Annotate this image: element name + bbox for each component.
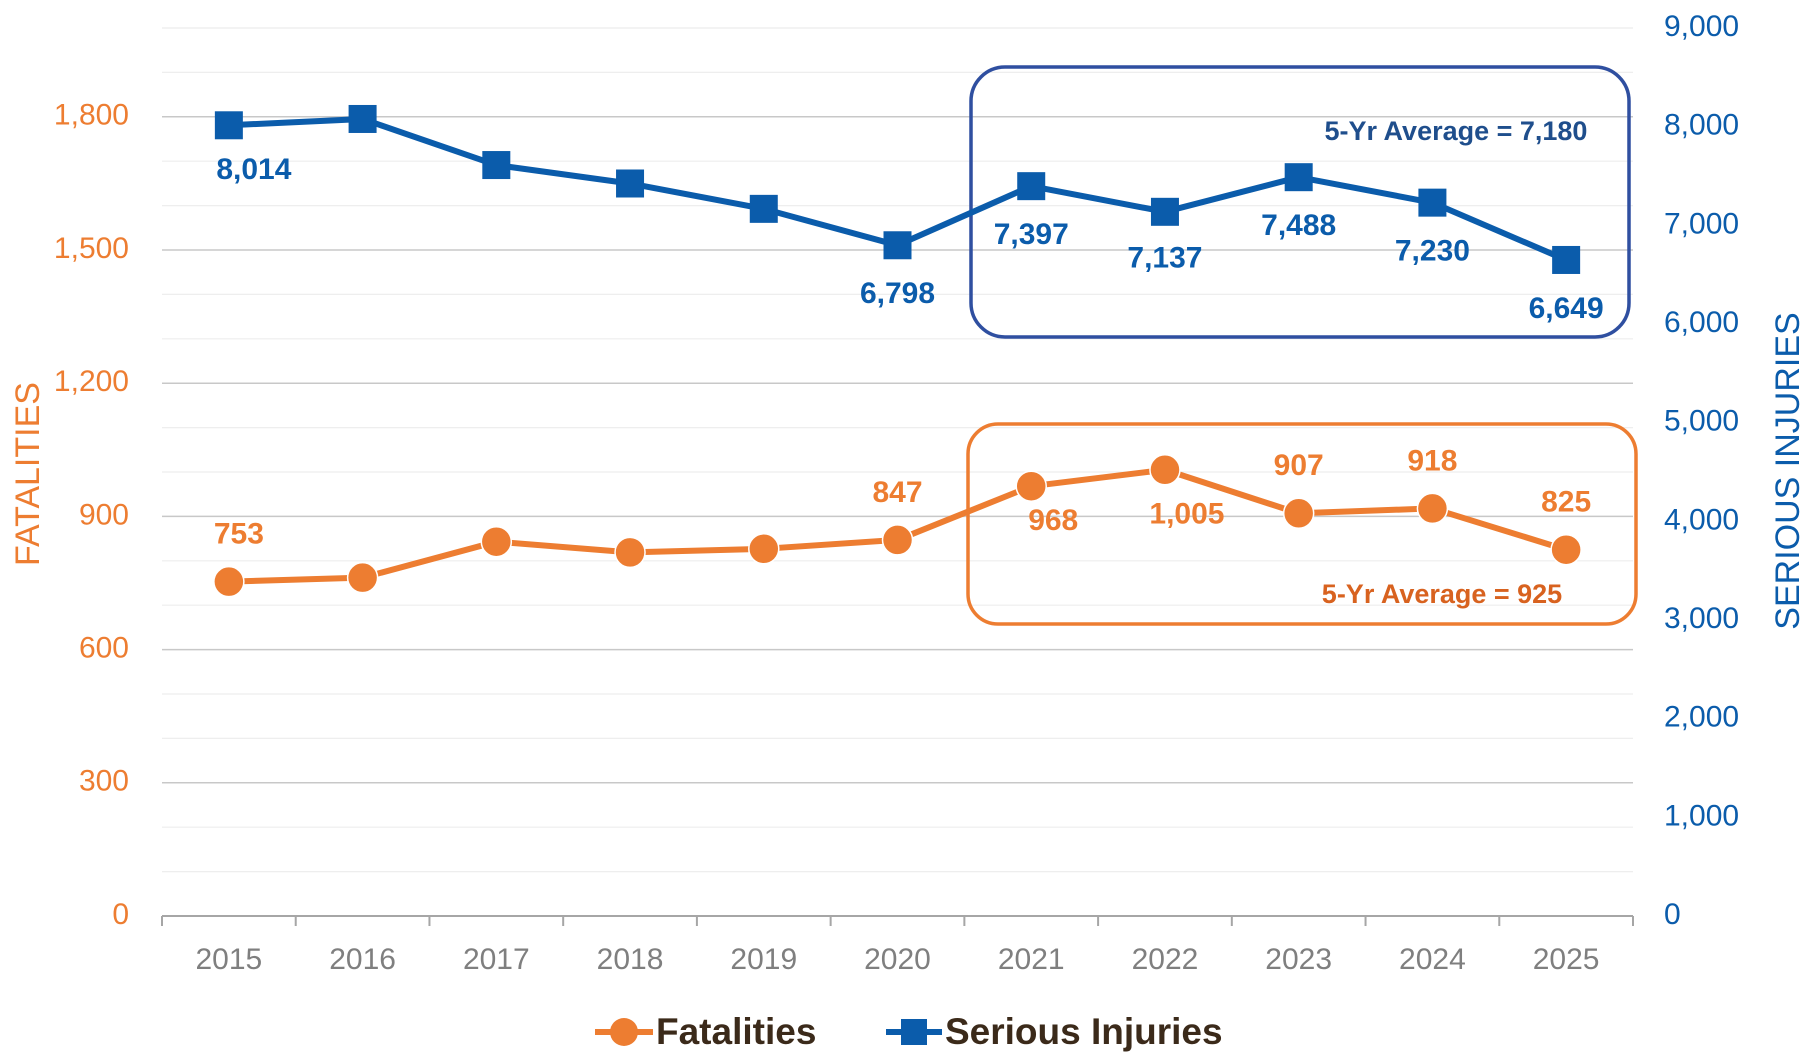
average-box (966, 422, 1638, 626)
y2-tick-label: 6,000 (1664, 306, 1739, 339)
data-label: 825 (1541, 486, 1591, 519)
marker (614, 536, 646, 569)
marker (348, 104, 377, 133)
marker (1284, 163, 1313, 192)
marker (616, 169, 645, 198)
marker (748, 533, 780, 565)
marker (214, 111, 243, 140)
legend-marker (610, 1018, 638, 1046)
marker (883, 231, 912, 260)
marker (1416, 492, 1449, 525)
annotation: 5-Yr Average = 925 (1322, 579, 1562, 609)
data-label: 8,014 (216, 153, 291, 186)
data-label: 1,005 (1149, 498, 1224, 531)
marker (482, 151, 511, 180)
y-tick-label: 900 (79, 498, 129, 531)
annotation: 5-Yr Average = 7,180 (1325, 116, 1588, 146)
data-label: 7,397 (994, 218, 1069, 251)
marker (881, 524, 914, 556)
y-tick-label: 0 (112, 898, 129, 931)
x-tick-label: 2025 (1533, 943, 1600, 976)
data-label: 7,137 (1127, 242, 1202, 275)
data-label: 6,649 (1529, 292, 1604, 325)
x-tick-label: 2023 (1265, 943, 1332, 976)
marker (213, 565, 245, 598)
legend-marker (901, 1019, 927, 1045)
y2-tick-label: 9,000 (1664, 10, 1739, 43)
marker (1150, 197, 1179, 226)
y-tick-label: 1,200 (54, 365, 129, 398)
data-label: 7,230 (1395, 235, 1470, 268)
y2-axis-title: SERIOUS INJURIES (1769, 312, 1807, 629)
data-label: 918 (1407, 444, 1457, 477)
y2-tick-label: 8,000 (1664, 109, 1739, 142)
x-tick-label: 2018 (597, 943, 664, 976)
y2-tick-label: 0 (1664, 898, 1681, 931)
grid (162, 27, 1633, 873)
y2-tick-label: 7,000 (1664, 207, 1739, 240)
y-tick-label: 600 (79, 632, 129, 665)
y-axis-title: FATALITIES (9, 382, 47, 566)
marker (346, 561, 379, 594)
marker (1418, 188, 1447, 217)
data-label: 968 (1028, 504, 1078, 537)
y2-tick-label: 5,000 (1664, 405, 1739, 438)
y2-tick-label: 3,000 (1664, 602, 1739, 635)
marker (1552, 245, 1581, 274)
x-tick-label: 2021 (998, 943, 1065, 976)
average-box (969, 65, 1631, 339)
data-label: 847 (872, 476, 922, 509)
x-tick-label: 2016 (329, 943, 396, 976)
y2-tick-label: 2,000 (1664, 701, 1739, 734)
marker (1015, 470, 1047, 502)
marker (1017, 172, 1046, 201)
x-tick-label: 2015 (195, 943, 262, 976)
data-label: 6,798 (860, 277, 935, 310)
legend-label: Fatalities (656, 1011, 816, 1052)
x-tick-label: 2019 (730, 943, 797, 976)
y-tick-label: 1,800 (54, 99, 129, 132)
y-tick-label: 1,500 (54, 232, 129, 265)
marker (749, 194, 778, 223)
data-label: 753 (214, 518, 264, 551)
marker (1149, 454, 1181, 486)
y-tick-label: 300 (79, 765, 129, 798)
x-tick-label: 2017 (463, 943, 530, 976)
marker (1282, 497, 1315, 530)
x-tick-label: 2020 (864, 943, 931, 976)
marker (480, 525, 513, 558)
legend-label: Serious Injuries (945, 1011, 1223, 1052)
data-label: 7,488 (1261, 209, 1336, 242)
x-tick-label: 2022 (1132, 943, 1199, 976)
y2-tick-label: 4,000 (1664, 503, 1739, 536)
data-label: 907 (1274, 449, 1324, 482)
marker (1550, 533, 1582, 566)
y2-tick-label: 1,000 (1664, 799, 1739, 832)
x-tick-label: 2024 (1399, 943, 1466, 976)
